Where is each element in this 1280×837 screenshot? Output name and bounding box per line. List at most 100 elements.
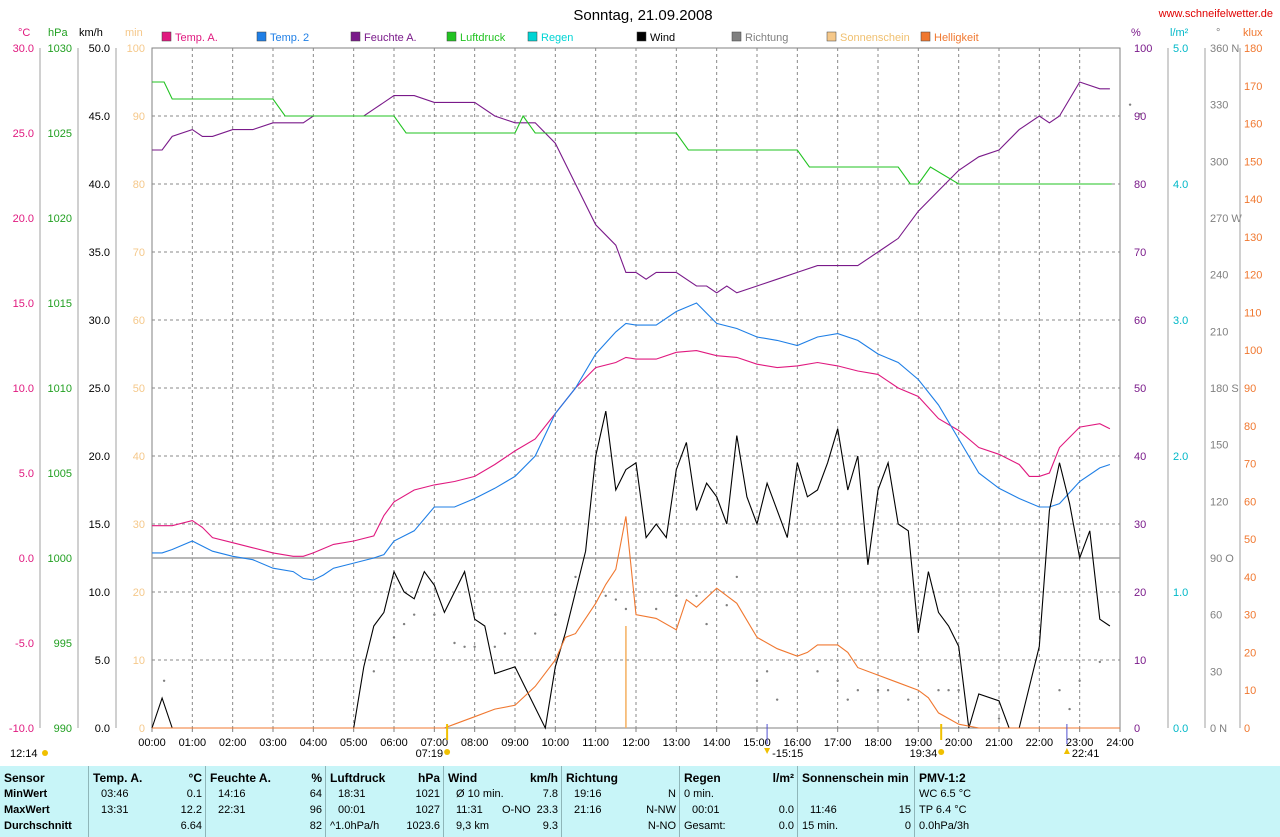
sunshine-axis-tick: 100	[127, 43, 145, 55]
legend-swatch	[731, 31, 742, 42]
pressure-max-time: 00:01	[338, 804, 366, 816]
direction-point	[1098, 660, 1102, 664]
brightness-axis-tick: 170	[1244, 81, 1262, 93]
direction-point	[1078, 679, 1081, 682]
direction-point	[473, 645, 476, 648]
rain-axis-tick: 2.0	[1173, 451, 1188, 463]
moonset-icon	[1063, 748, 1070, 754]
series-temp-a	[152, 350, 1111, 557]
legend-label: Helligkeit	[934, 32, 979, 44]
wind-avg10-label: Ø 10 min.	[456, 788, 504, 800]
temp-axis-tick: 20.0	[13, 213, 34, 225]
temp-axis-tick: 30.0	[13, 43, 34, 55]
brightness-axis-tick: 140	[1244, 194, 1262, 206]
statistics-panel: Sensor MinWert MaxWert Durchschnitt Temp…	[0, 766, 1280, 837]
x-tick-label: 09:00	[501, 737, 529, 749]
rain-max-value: 0.0	[778, 804, 794, 816]
brightness-axis-tick: 150	[1244, 156, 1262, 168]
direction-point	[907, 698, 910, 701]
legend-swatch	[350, 31, 361, 42]
pressure-axis-tick: 990	[54, 723, 72, 735]
pmv-windchill: WC 6.5 °C	[919, 788, 972, 800]
pressure-axis-tick: 1010	[48, 383, 72, 395]
legend-swatch	[920, 31, 931, 42]
legend-label: Luftdruck	[460, 32, 506, 44]
humidity-axis-unit: %	[1131, 27, 1141, 39]
pressure-average: 1023.6	[406, 820, 440, 832]
x-tick-label: 02:00	[219, 737, 247, 749]
x-tick-label: 01:00	[179, 737, 207, 749]
x-tick-label: 05:00	[340, 737, 368, 749]
x-tick-label: 14:00	[703, 737, 731, 749]
moonrise-icon	[764, 748, 771, 754]
row-avg-label: Durchschnitt	[4, 820, 72, 832]
direction-average: N-NO	[647, 820, 676, 832]
wind-average: 9.3	[542, 820, 558, 832]
humidity-axis-tick: 100	[1134, 43, 1152, 55]
wind-axis-tick: 40.0	[89, 179, 110, 191]
temp-axis-unit: °C	[18, 27, 30, 39]
direction-axis-tick: 0 N	[1210, 723, 1227, 735]
sunshine-axis-tick: 0	[139, 723, 145, 735]
moonset-time: 22:41	[1072, 748, 1100, 760]
direction-min-time: 19:16	[574, 788, 602, 800]
direction-point	[886, 689, 890, 692]
direction-axis-unit: °	[1216, 27, 1220, 39]
rain-unit: l/m²	[772, 771, 794, 785]
temp-axis-tick: -5.0	[15, 638, 34, 650]
legend-label: Temp. 2	[270, 32, 309, 44]
pressure-title: Luftdruck	[330, 771, 386, 785]
wind-axis-tick: 35.0	[89, 247, 110, 259]
humidity-max-value: 96	[309, 804, 322, 816]
direction-point	[433, 613, 436, 616]
x-tick-label: 03:00	[259, 737, 287, 749]
rain-axis-unit: l/m²	[1170, 27, 1189, 39]
chart-grid	[151, 47, 1121, 729]
direction-axis-tick: 60	[1210, 610, 1222, 622]
x-tick-label: 13:00	[663, 737, 691, 749]
humidity-axis-tick: 90	[1134, 111, 1146, 123]
legend-swatch	[636, 31, 647, 42]
direction-point	[765, 670, 769, 673]
wind-axis-tick: 20.0	[89, 451, 110, 463]
wind-unit: km/h	[529, 771, 558, 785]
current-time-icon	[42, 750, 48, 756]
brightness-axis-tick: 0	[1244, 723, 1250, 735]
direction-point	[695, 594, 698, 597]
sunshine-axis-tick: 60	[133, 315, 145, 327]
pressure-axis-tick: 1020	[48, 213, 72, 225]
sunshine-axis-tick: 80	[133, 179, 145, 191]
rain-total-label: Gesamt:	[684, 820, 726, 832]
rain-axis-tick: 5.0	[1173, 43, 1188, 55]
direction-point	[533, 632, 537, 635]
pressure-axis-tick: 1030	[48, 43, 72, 55]
direction-point	[402, 622, 406, 626]
chart-title: Sonntag, 21.09.2008	[573, 7, 712, 24]
brightness-axis-tick: 160	[1244, 119, 1262, 131]
x-tick-label: 11:00	[582, 737, 609, 749]
sunshine-axis-tick: 50	[133, 383, 145, 395]
col-rain: Regen l/m² 0 min. 00:01 0.0 Gesamt: 0.0	[679, 766, 798, 837]
legend-label: Wind	[650, 32, 675, 44]
x-tick-label: 17:00	[824, 737, 852, 749]
direction-point	[162, 679, 166, 682]
direction-axis-tick: 210	[1210, 326, 1228, 338]
legend-swatch	[446, 31, 457, 42]
sunshine-axis-tick: 90	[133, 111, 145, 123]
sunshine-axis-tick: 30	[133, 519, 145, 531]
wind-axis-tick: 50.0	[89, 43, 110, 55]
direction-axis-tick: 150	[1210, 440, 1228, 452]
direction-point	[775, 698, 779, 701]
pressure-trend: ^1.0hPa/h	[330, 820, 380, 832]
direction-point	[997, 717, 1001, 720]
direction-point	[675, 594, 678, 597]
brightness-axis-tick: 180	[1244, 43, 1262, 55]
temp-min-time: 03:46	[101, 788, 129, 800]
temp-axis-tick: 25.0	[13, 128, 34, 140]
wind-axis-tick: 0.0	[95, 723, 110, 735]
pressure-axis-unit: hPa	[48, 27, 68, 39]
x-tick-label: 15:00	[743, 737, 771, 749]
rain-axis-tick: 3.0	[1173, 315, 1188, 327]
direction-point	[554, 613, 557, 616]
source-link[interactable]: www.schneifelwetter.de	[1158, 8, 1273, 20]
